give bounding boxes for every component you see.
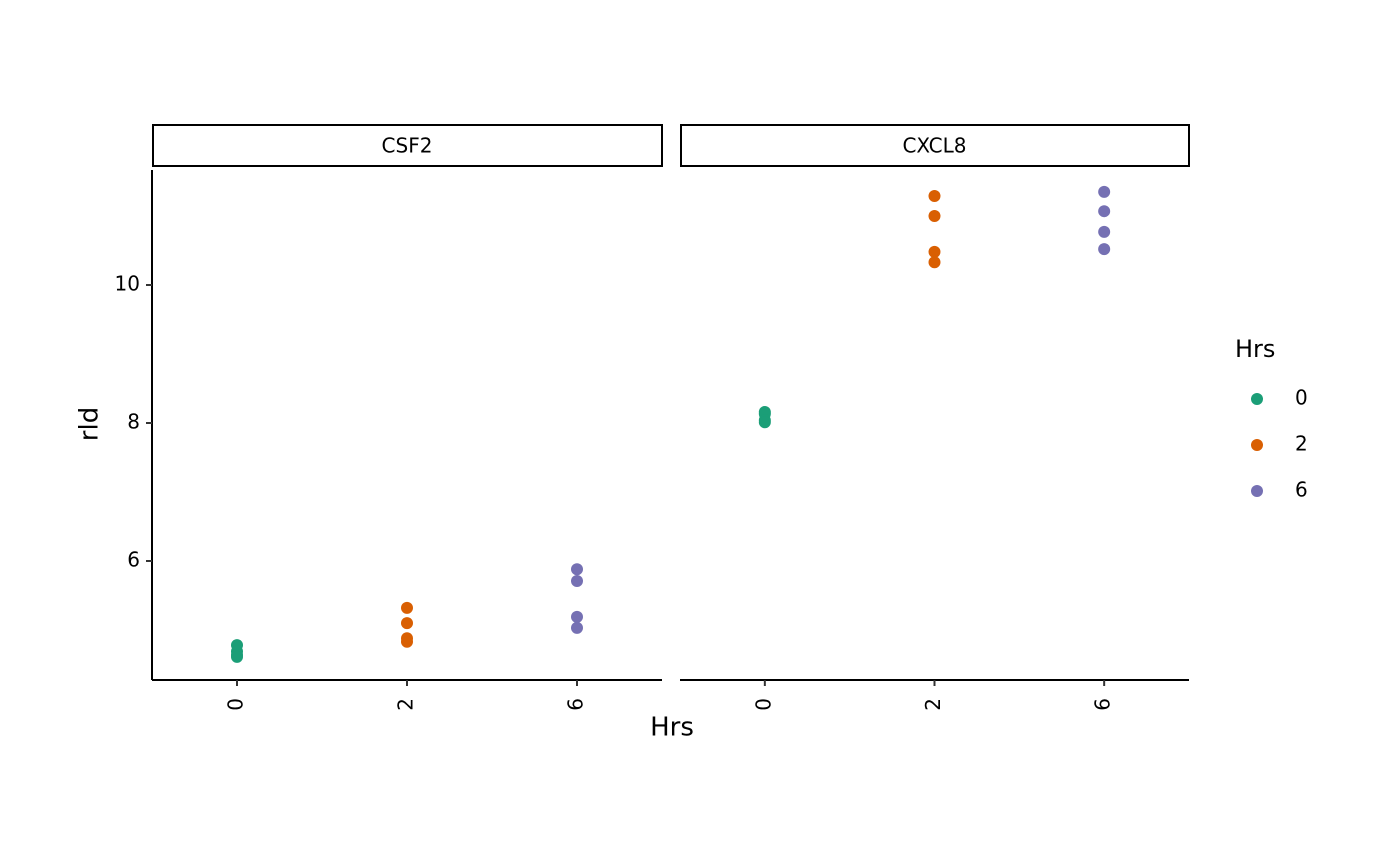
- facet-title: CXCL8: [902, 134, 966, 158]
- legend-label: 2: [1295, 432, 1308, 456]
- point: [1098, 185, 1111, 198]
- point: [571, 563, 583, 576]
- x-tick-label: 2: [921, 698, 945, 711]
- point: [928, 256, 941, 269]
- x-tick-label: 6: [564, 698, 588, 711]
- point: [401, 635, 413, 648]
- legend-key: [1251, 439, 1263, 451]
- legend-label: 0: [1295, 386, 1308, 410]
- y-axis-label: rld: [75, 407, 105, 441]
- point: [571, 574, 583, 587]
- point: [1098, 205, 1111, 218]
- x-tick-label: 0: [751, 698, 775, 711]
- point: [571, 621, 583, 634]
- facet-strip: [680, 124, 1190, 167]
- point: [401, 617, 413, 630]
- point: [1098, 225, 1111, 238]
- facet-title: CSF2: [382, 134, 433, 158]
- y-tick-label: 8: [127, 409, 140, 433]
- x-axis-label: Hrs: [650, 713, 694, 743]
- point: [928, 210, 941, 223]
- facet-strip: [152, 124, 663, 167]
- point: [571, 610, 583, 623]
- legend-key: [1251, 393, 1263, 405]
- point: [758, 416, 771, 429]
- point: [928, 190, 941, 203]
- y-tick-label: 10: [115, 272, 140, 296]
- x-tick-label: 2: [394, 698, 418, 711]
- legend-title: Hrs: [1235, 335, 1275, 363]
- x-tick-label: 0: [224, 698, 248, 711]
- legend-label: 6: [1295, 478, 1308, 502]
- point: [928, 245, 941, 258]
- point: [401, 601, 413, 614]
- point: [231, 650, 243, 663]
- point: [1098, 243, 1111, 256]
- y-tick-label: 6: [127, 547, 140, 571]
- legend-key: [1251, 485, 1263, 497]
- x-tick-label: 6: [1091, 698, 1115, 711]
